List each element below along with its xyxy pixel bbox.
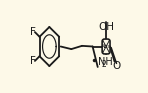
Text: NH: NH	[98, 57, 112, 67]
Text: OH: OH	[98, 22, 114, 32]
Text: 2: 2	[102, 60, 107, 69]
FancyBboxPatch shape	[102, 39, 110, 54]
Text: F: F	[30, 27, 36, 37]
Text: O: O	[113, 61, 121, 71]
Text: Abs: Abs	[101, 44, 111, 49]
Text: F: F	[30, 56, 36, 66]
